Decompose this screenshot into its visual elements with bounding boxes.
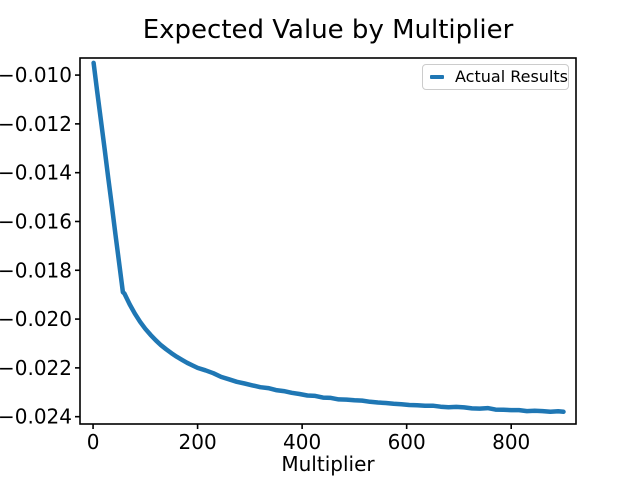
x-tick-label: 0: [87, 430, 100, 454]
series-line: [91, 60, 566, 415]
axes-spines: [79, 57, 577, 425]
y-tick-label: −0.020: [0, 307, 72, 331]
y-tick-label: −0.024: [0, 405, 72, 429]
x-tick-label: 600: [388, 430, 426, 454]
x-tick-label: 200: [179, 430, 217, 454]
legend-line-icon: [430, 75, 445, 79]
y-tick-label: −0.022: [0, 356, 72, 380]
y-tick-label: −0.012: [0, 112, 72, 136]
x-tick-label: 800: [492, 430, 530, 454]
y-tick-label: −0.010: [0, 63, 72, 87]
x-axis-label: Multiplier: [281, 452, 375, 476]
y-tick-label: −0.016: [0, 209, 72, 233]
chart-title: Expected Value by Multiplier: [142, 15, 514, 45]
x-tick-label: 400: [283, 430, 321, 454]
legend: Actual Results: [422, 64, 569, 90]
legend-label: Actual Results: [455, 67, 568, 86]
y-tick-label: −0.018: [0, 258, 72, 282]
y-tick-label: −0.014: [0, 161, 72, 185]
